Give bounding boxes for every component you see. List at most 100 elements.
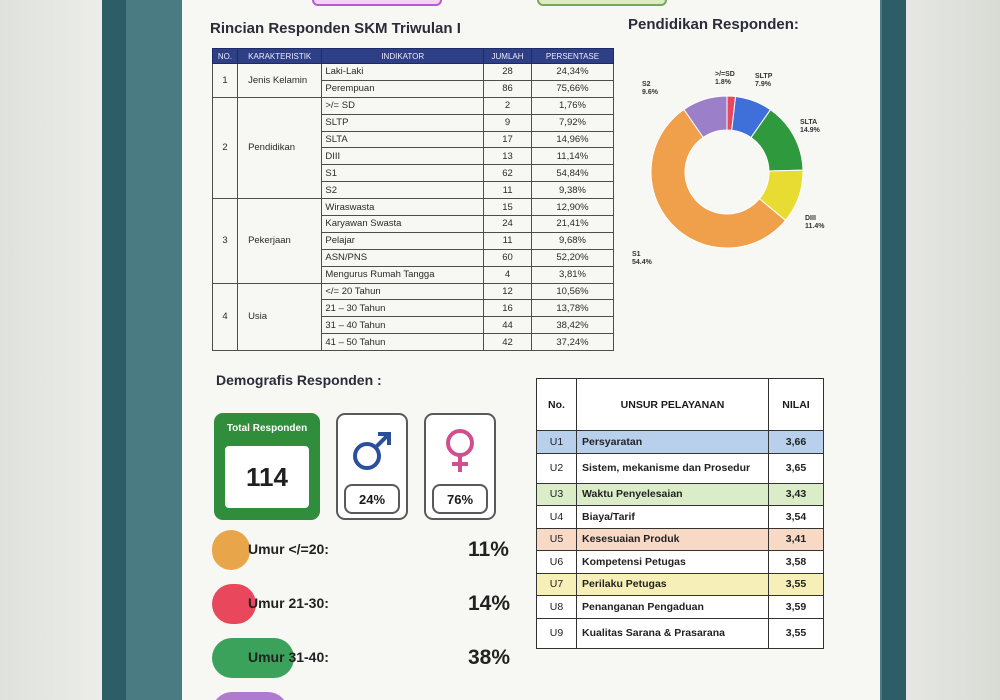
age-label: Umur 21-30: [248,595,329,611]
cell-jumlah: 12 [483,282,532,301]
service-name: Kesesuaian Produk [576,527,769,551]
group-no: 4 [211,282,239,352]
cell-indikator: 41 – 50 Tahun [321,333,485,352]
age-row: 37% [212,692,512,700]
service-name: Persyaratan [576,430,769,454]
male-card: 24% [336,413,408,520]
cell-persentase: 24,34% [530,63,615,81]
cell-indikator: </= 20 Tahun [321,282,485,301]
female-icon [426,421,494,481]
poster-paper: Rincian Responden SKM Triwulan I Pendidi… [182,0,880,700]
demografis-title: Demografis Responden : [216,372,382,388]
age-row: Umur </=20: 11% [212,530,512,570]
table-row: Mengurus Rumah Tangga 4 3,81% [213,265,615,284]
age-value: 11% [468,538,509,561]
cell-indikator: DIII [321,147,485,166]
col-service-value: NILAI [768,378,824,431]
service-table-header: No. UNSUR PELAYANAN NILAI [536,378,824,431]
cell-jumlah: 62 [483,164,532,183]
cell-jumlah: 24 [483,215,532,233]
col-no: NO. [211,48,239,64]
service-value: 3,58 [768,550,824,574]
age-color-blob [212,638,294,678]
service-row: U3 Waktu Penyelesaian 3,43 [536,482,824,506]
cell-persentase: 52,20% [530,248,615,267]
group-no: 1 [211,63,239,98]
cell-jumlah: 2 [483,96,532,115]
table-row: Perempuan 86 75,66% [213,79,615,98]
service-row: U2 Sistem, mekanisme dan Prosedur 3,65 [536,452,824,484]
respondent-table-body: 1 Jenis Kelamin Laki-Laki 28 24,34% Perempuan… [211,63,615,352]
cell-jumlah: 9 [483,113,532,132]
cell-indikator: S2 [321,181,485,200]
cell-persentase: 12,90% [530,198,615,217]
cell-persentase: 38,42% [530,316,615,335]
cell-indikator: Karyawan Swasta [321,215,485,233]
service-value: 3,41 [768,527,824,551]
age-label: Umur 31-40: [248,649,329,665]
cell-persentase: 10,56% [530,282,615,301]
service-value: 3,59 [768,595,824,619]
total-value: 114 [223,444,311,510]
female-card: 76% [424,413,496,520]
age-color-blob [212,584,256,624]
cell-indikator: ASN/PNS [321,248,485,267]
cell-indikator: S1 [321,164,485,183]
male-icon [338,421,406,481]
cell-persentase: 1,76% [530,96,615,115]
male-percentage: 24% [344,484,400,514]
service-value: 3,55 [768,617,824,649]
service-name: Waktu Penyelesaian [576,482,769,506]
service-name: Penanganan Pengaduan [576,595,769,619]
cell-persentase: 14,96% [530,130,615,149]
service-name: Biaya/Tarif [576,505,769,529]
cell-persentase: 9,38% [530,181,615,200]
col-karakteristik: KARAKTERISTIK [237,48,323,64]
cell-indikator: Pelajar [321,231,485,250]
donut-label: SLTA [800,119,817,126]
cell-indikator: 31 – 40 Tahun [321,316,485,335]
cell-persentase: 7,92% [530,113,615,132]
group-karakteristik: Pendidikan [237,96,323,200]
table-row: DIII 13 11,14% [213,147,615,166]
service-row: U6 Kompetensi Petugas 3,58 [536,550,824,574]
cell-indikator: Perempuan [321,79,485,98]
cell-jumlah: 15 [483,198,532,217]
cell-jumlah: 28 [483,63,532,81]
service-row: U8 Penanganan Pengaduan 3,59 [536,595,824,619]
table-row: 31 – 40 Tahun 44 38,42% [213,316,615,335]
group-karakteristik: Jenis Kelamin [237,63,323,98]
pendidikan-title: Pendidikan Responden: [628,16,799,33]
cell-persentase: 9,68% [530,231,615,250]
col-service-no: No. [536,378,577,431]
cell-indikator: Mengurus Rumah Tangga [321,265,485,284]
poster-frame: Rincian Responden SKM Triwulan I Pendidi… [102,0,906,700]
age-value: 38% [468,646,511,669]
cell-indikator: 21 – 30 Tahun [321,299,485,318]
donut-label: S2 [642,81,651,88]
service-no: U3 [536,482,577,506]
age-row: Umur 21-30: 14% [212,584,512,624]
service-no: U7 [536,572,577,596]
cell-jumlah: 4 [483,265,532,284]
donut-value-label: 1.8% [715,79,732,86]
age-row: Umur 31-40: 38% [212,638,512,678]
service-row: U5 Kesesuaian Produk 3,41 [536,527,824,551]
cell-jumlah: 86 [483,79,532,98]
table-row: Pelajar 11 9,68% [213,231,615,250]
top-pill-purple [312,0,442,6]
cell-indikator: Wiraswasta [321,198,485,217]
cell-persentase: 11,14% [530,147,615,166]
col-service-name: UNSUR PELAYANAN [576,378,769,431]
service-no: U6 [536,550,577,574]
age-label: Umur </=20: [248,541,329,557]
service-value: 3,66 [768,430,824,454]
cell-indikator: SLTA [321,130,485,149]
respondent-table-header: NO. KARAKTERISTIK INDIKATOR JUMLAH PERSE… [211,48,615,64]
service-no: U8 [536,595,577,619]
donut-value-label: 54.4% [632,259,653,266]
cell-jumlah: 13 [483,147,532,166]
service-row: U4 Biaya/Tarif 3,54 [536,505,824,529]
group-karakteristik: Usia [237,282,323,352]
